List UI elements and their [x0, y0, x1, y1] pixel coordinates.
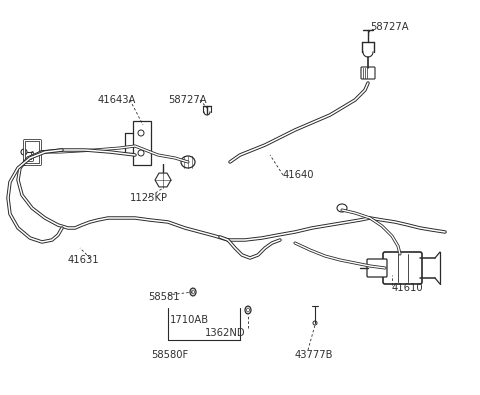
Circle shape [21, 149, 27, 155]
Text: 41643A: 41643A [98, 95, 136, 105]
Text: 41610: 41610 [392, 283, 424, 293]
Circle shape [138, 130, 144, 136]
Ellipse shape [181, 156, 195, 168]
Text: 58580F: 58580F [151, 350, 189, 360]
Text: 43777B: 43777B [295, 350, 334, 360]
Text: 1710AB: 1710AB [170, 315, 209, 325]
Text: 58727A: 58727A [168, 95, 206, 105]
FancyBboxPatch shape [367, 259, 387, 277]
Text: 1362ND: 1362ND [205, 328, 246, 338]
Polygon shape [155, 173, 171, 187]
FancyBboxPatch shape [383, 252, 422, 284]
Text: 41631: 41631 [68, 255, 100, 265]
Circle shape [313, 321, 317, 325]
FancyBboxPatch shape [361, 67, 375, 79]
Text: 58727A: 58727A [370, 22, 408, 32]
Text: 41640: 41640 [283, 170, 314, 180]
Ellipse shape [337, 204, 347, 212]
Text: 58581: 58581 [148, 292, 180, 302]
FancyBboxPatch shape [133, 121, 151, 165]
Text: 1125KP: 1125KP [130, 193, 168, 203]
Circle shape [138, 150, 144, 156]
